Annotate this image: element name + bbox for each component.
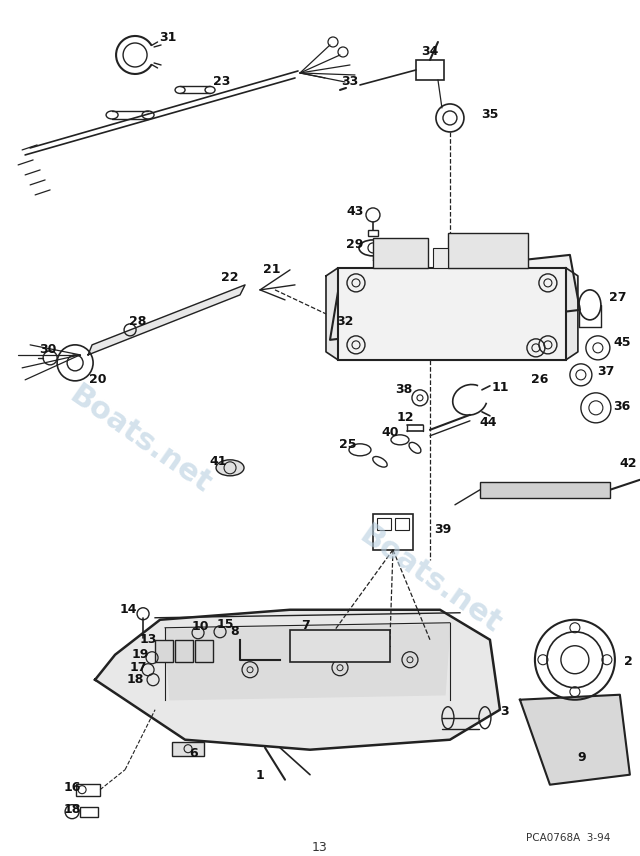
- Ellipse shape: [216, 460, 244, 476]
- Text: 18: 18: [126, 673, 144, 687]
- Text: 36: 36: [613, 401, 630, 413]
- Text: 3: 3: [500, 705, 509, 718]
- Polygon shape: [330, 255, 580, 340]
- Bar: [433, 248, 448, 268]
- Text: 37: 37: [597, 366, 614, 378]
- Text: 22: 22: [221, 271, 239, 284]
- Text: 42: 42: [619, 457, 637, 470]
- Bar: [448, 233, 528, 268]
- Polygon shape: [566, 268, 578, 360]
- Text: 29: 29: [346, 239, 364, 252]
- Bar: [76, 784, 100, 796]
- Text: 17: 17: [129, 661, 147, 675]
- Bar: [377, 518, 391, 530]
- Text: 8: 8: [231, 625, 239, 639]
- Bar: [155, 639, 173, 662]
- Text: 13: 13: [140, 633, 157, 646]
- Polygon shape: [520, 695, 630, 785]
- Text: 38: 38: [396, 383, 413, 396]
- Text: PCA0768A  3-94: PCA0768A 3-94: [525, 833, 610, 842]
- Text: 32: 32: [336, 315, 354, 329]
- Text: 12: 12: [396, 412, 413, 425]
- Text: 31: 31: [159, 32, 177, 45]
- Text: 40: 40: [381, 426, 399, 439]
- Text: 33: 33: [341, 75, 358, 88]
- Text: 9: 9: [577, 752, 586, 764]
- Text: 44: 44: [479, 416, 497, 430]
- Text: Boats.net: Boats.net: [64, 380, 216, 499]
- Polygon shape: [165, 625, 450, 699]
- Text: 19: 19: [131, 648, 148, 661]
- Text: 27: 27: [609, 291, 627, 305]
- Text: 26: 26: [531, 373, 548, 386]
- Text: 7: 7: [301, 619, 309, 633]
- Polygon shape: [95, 609, 500, 750]
- Text: 20: 20: [90, 373, 107, 386]
- Polygon shape: [338, 268, 566, 360]
- Text: 10: 10: [191, 621, 209, 633]
- Text: 28: 28: [129, 315, 147, 329]
- Text: 41: 41: [209, 455, 227, 468]
- Bar: [373, 514, 413, 550]
- Polygon shape: [88, 285, 245, 355]
- Text: 45: 45: [613, 336, 630, 349]
- Text: 25: 25: [339, 438, 356, 451]
- Text: 2: 2: [623, 655, 632, 669]
- Text: 15: 15: [216, 618, 234, 631]
- Bar: [175, 639, 193, 662]
- Text: 13: 13: [312, 841, 328, 854]
- Bar: [80, 806, 98, 817]
- Text: 34: 34: [421, 45, 438, 58]
- Text: 21: 21: [263, 264, 281, 276]
- Text: 16: 16: [63, 782, 81, 794]
- Bar: [368, 230, 378, 236]
- Polygon shape: [326, 268, 338, 360]
- Bar: [338, 268, 566, 360]
- Bar: [172, 741, 204, 756]
- Text: 1: 1: [255, 770, 264, 782]
- Bar: [416, 60, 444, 80]
- Text: 6: 6: [189, 747, 198, 760]
- Text: Boats.net: Boats.net: [354, 520, 506, 639]
- Bar: [395, 518, 409, 530]
- Text: 35: 35: [481, 109, 499, 122]
- Text: 14: 14: [119, 603, 137, 616]
- Text: 18: 18: [63, 803, 81, 816]
- Text: 30: 30: [40, 343, 57, 356]
- Text: 39: 39: [435, 523, 452, 537]
- Bar: [290, 630, 390, 662]
- Bar: [195, 639, 213, 662]
- Text: 23: 23: [213, 75, 231, 88]
- Text: 11: 11: [491, 381, 509, 395]
- Bar: [480, 482, 610, 498]
- Bar: [373, 238, 428, 268]
- Text: 43: 43: [346, 205, 364, 218]
